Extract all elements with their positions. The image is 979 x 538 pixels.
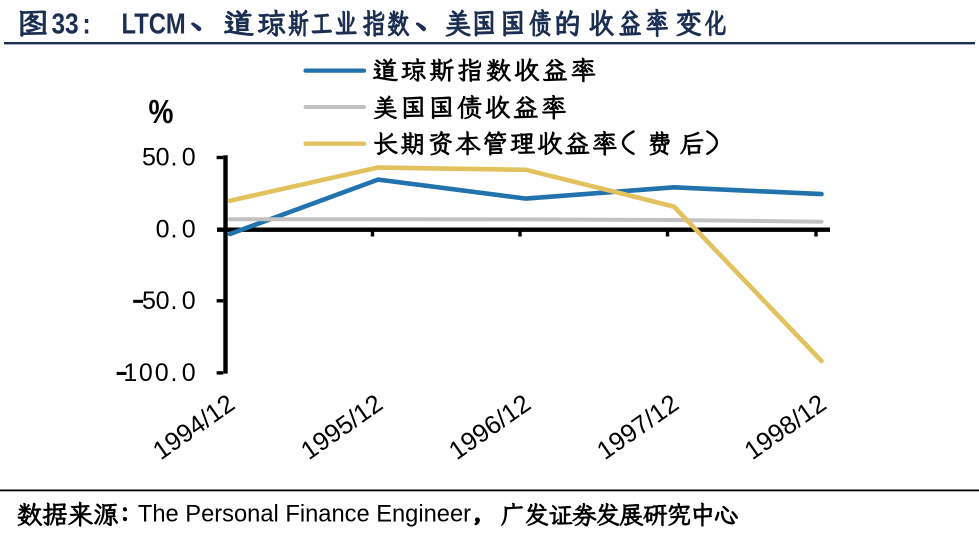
svg-text:0: 0 [156, 287, 170, 315]
svg-text:0: 0 [155, 359, 169, 387]
svg-text:.: . [171, 359, 178, 387]
svg-text:0: 0 [182, 287, 196, 315]
svg-text:0: 0 [182, 215, 196, 243]
svg-text:1: 1 [123, 359, 137, 387]
svg-text:5: 5 [142, 287, 156, 315]
svg-text:.: . [171, 287, 178, 315]
svg-text:%: % [149, 92, 174, 130]
svg-text:LTCM: LTCM [122, 7, 186, 40]
svg-text:0: 0 [139, 359, 153, 387]
svg-text:0: 0 [182, 359, 196, 387]
svg-text::: : [83, 7, 91, 39]
svg-text:5: 5 [142, 143, 156, 171]
svg-text:0: 0 [156, 143, 170, 171]
svg-text:.: . [171, 215, 178, 243]
svg-text:0: 0 [156, 215, 170, 243]
svg-text:33: 33 [52, 7, 79, 39]
svg-text:The Personal Finance Engineer: The Personal Finance Engineer [138, 502, 471, 528]
svg-text:0: 0 [182, 143, 196, 171]
svg-text:.: . [171, 143, 178, 171]
